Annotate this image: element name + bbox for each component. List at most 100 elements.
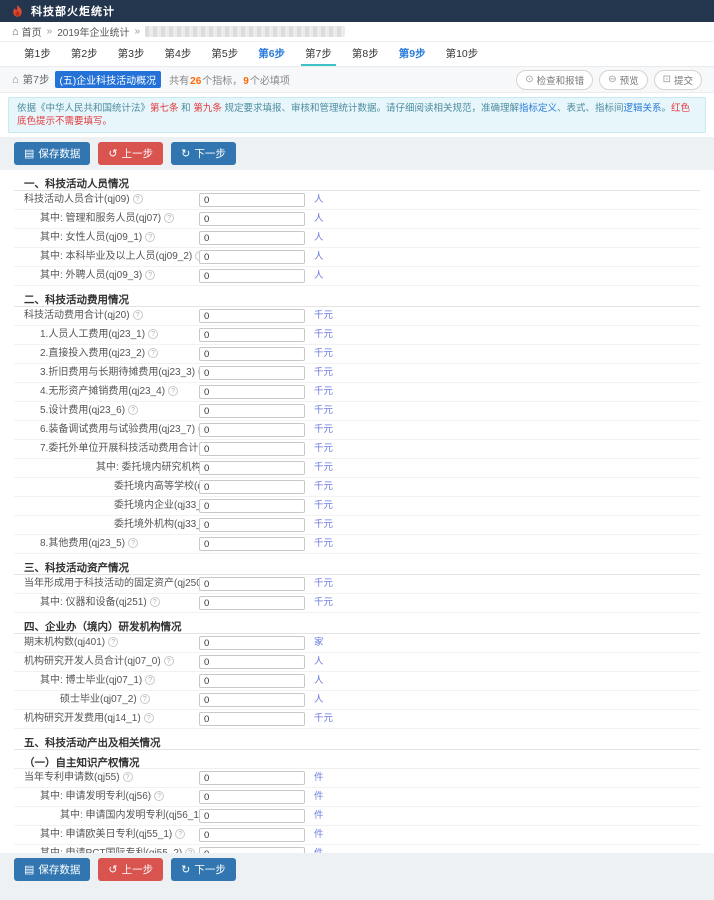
step-tab-1[interactable]: 第1步 (24, 48, 51, 60)
row-label: 2.直接投入费用(qj23_2)? (40, 345, 159, 363)
row-label: 硕士毕业(qj07_2)? (60, 691, 150, 709)
value-input[interactable] (199, 828, 305, 842)
check-circle-icon: ⊙ (525, 74, 534, 85)
help-icon[interactable]: ? (132, 310, 143, 320)
help-icon[interactable]: ? (149, 597, 160, 607)
value-input[interactable] (199, 461, 305, 475)
value-input[interactable] (199, 309, 305, 323)
value-input[interactable] (199, 347, 305, 361)
breadcrumb-separator: » (46, 26, 53, 37)
value-input[interactable] (199, 655, 305, 669)
next-step-button[interactable]: ↻ 下一步 (171, 858, 236, 881)
value-input[interactable] (199, 423, 305, 437)
torch-flame-icon (10, 4, 25, 19)
help-icon[interactable]: ? (164, 213, 175, 223)
notice-text: 红色底色提示不需要填写。 (17, 103, 691, 127)
step-tab-10[interactable]: 第10步 (445, 48, 479, 60)
notice-link[interactable]: 指标定义 (518, 103, 557, 114)
step-tab-9[interactable]: 第9步 (398, 48, 426, 60)
prev-step-button[interactable]: ↺ 上一步 (98, 858, 164, 881)
value-input[interactable] (199, 809, 305, 823)
form-row: 其中: 申请发明专利(qj56)? 件 (14, 788, 700, 807)
help-icon[interactable]: ? (143, 713, 154, 723)
breadcrumb-year-link[interactable]: 2019年企业统计 (57, 28, 130, 39)
value-input[interactable] (199, 366, 305, 380)
save-icon: ▤ (24, 864, 35, 876)
value-input[interactable] (199, 499, 305, 513)
notice-link[interactable]: 逻辑关系 (623, 103, 662, 114)
help-icon[interactable]: ? (175, 829, 186, 839)
current-step-label: 第7步 (22, 74, 50, 86)
unit-label: 人 (314, 213, 324, 224)
unit-label: 人 (314, 251, 324, 262)
value-input[interactable] (199, 693, 305, 707)
unit-label: 千元 (314, 310, 334, 321)
prev-step-button[interactable]: ↺ 上一步 (98, 142, 164, 165)
value-input[interactable] (199, 537, 305, 551)
section-badge: (五)企业科技活动概况 (54, 71, 162, 88)
help-icon[interactable]: ? (128, 538, 139, 548)
value-input[interactable] (199, 712, 305, 726)
help-icon[interactable]: ? (128, 405, 139, 415)
next-step-button[interactable]: ↻ 下一步 (171, 142, 236, 165)
value-input[interactable] (199, 674, 305, 688)
section-title-2: 二、科技活动费用情况 (14, 286, 700, 307)
unit-label: 千元 (314, 367, 334, 378)
help-icon[interactable]: ? (108, 637, 119, 647)
help-icon[interactable]: ? (132, 194, 143, 204)
help-icon[interactable]: ? (148, 329, 159, 339)
preview-button[interactable]: ⊖ 预览 (599, 69, 648, 90)
step-tab-6[interactable]: 第6步 (258, 48, 286, 60)
row-label: 当年形成用于科技活动的固定资产(qj250)? (24, 575, 219, 593)
help-icon[interactable]: ? (145, 232, 156, 242)
form-row: 其中: 申请PCT国际专利(qj55_2)? 件 (14, 845, 700, 853)
value-input[interactable] (199, 250, 305, 264)
value-input[interactable] (199, 480, 305, 494)
help-icon[interactable]: ? (139, 694, 150, 704)
form-row: 当年专利申请数(qj55)? 件 (14, 769, 700, 788)
help-icon[interactable]: ? (168, 386, 179, 396)
value-input[interactable] (199, 577, 305, 591)
help-icon[interactable]: ? (163, 656, 174, 666)
row-label: 期末机构数(qj401)? (24, 634, 119, 652)
help-icon[interactable]: ? (145, 675, 156, 685)
step-tab-4[interactable]: 第4步 (164, 48, 192, 60)
submit-button[interactable]: ⊡ 提交 (653, 69, 702, 90)
step-tab-2[interactable]: 第2步 (70, 48, 98, 60)
save-button[interactable]: ▤ 保存数据 (14, 858, 91, 881)
help-icon[interactable]: ? (185, 848, 196, 853)
check-circle-button[interactable]: ⊙ 检查和报错 (516, 69, 594, 90)
value-input[interactable] (199, 231, 305, 245)
value-input[interactable] (199, 636, 305, 650)
value-input[interactable] (199, 518, 305, 532)
help-icon[interactable]: ? (154, 791, 165, 801)
required-count: 9 (243, 76, 249, 87)
save-button[interactable]: ▤ 保存数据 (14, 142, 91, 165)
save-icon: ▤ (24, 148, 35, 160)
value-input[interactable] (199, 269, 305, 283)
value-input[interactable] (199, 328, 305, 342)
help-icon[interactable]: ? (122, 772, 133, 782)
value-input[interactable] (199, 212, 305, 226)
step-tab-7[interactable]: 第7步 (295, 42, 342, 66)
help-icon[interactable]: ? (145, 270, 156, 280)
value-input[interactable] (199, 847, 305, 853)
value-input[interactable] (199, 404, 305, 418)
breadcrumb-separator: » (134, 26, 141, 37)
step-tab-8[interactable]: 第8步 (351, 48, 379, 60)
value-input[interactable] (199, 442, 305, 456)
value-input[interactable] (199, 790, 305, 804)
meta-text: 个必填项 (249, 76, 290, 87)
section-title-3: 三、科技活动资产情况 (14, 554, 700, 575)
value-input[interactable] (199, 771, 305, 785)
value-input[interactable] (199, 385, 305, 399)
section-subtitle: （一）自主知识产权情况 (14, 750, 700, 769)
step-tab-3[interactable]: 第3步 (117, 48, 145, 60)
value-input[interactable] (199, 193, 305, 207)
breadcrumb-home-link[interactable]: 首页 (21, 28, 42, 39)
help-icon[interactable]: ? (148, 348, 159, 358)
value-input[interactable] (199, 596, 305, 610)
step-tab-5[interactable]: 第5步 (211, 48, 239, 60)
form-row: 期末机构数(qj401)? 家 (14, 634, 700, 653)
